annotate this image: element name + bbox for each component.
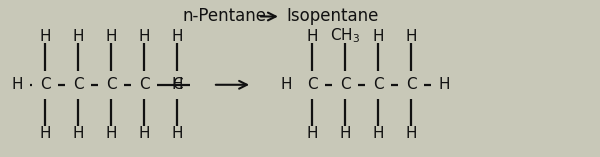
Text: H: H <box>438 77 450 92</box>
Text: H: H <box>105 126 117 141</box>
Text: C: C <box>172 77 182 92</box>
Text: H: H <box>171 29 183 44</box>
Text: CH$_3$: CH$_3$ <box>330 27 360 46</box>
Text: H: H <box>39 126 51 141</box>
Text: C: C <box>340 77 350 92</box>
Text: H: H <box>105 29 117 44</box>
Text: H: H <box>171 126 183 141</box>
Text: H: H <box>372 29 384 44</box>
Text: H: H <box>405 126 417 141</box>
Text: C: C <box>307 77 317 92</box>
Text: H: H <box>138 126 150 141</box>
Text: Isopentane: Isopentane <box>286 8 379 25</box>
Text: H: H <box>306 29 318 44</box>
Text: C: C <box>73 77 83 92</box>
Text: C: C <box>106 77 116 92</box>
Text: H: H <box>72 29 84 44</box>
Text: C: C <box>406 77 416 92</box>
Text: C: C <box>373 77 383 92</box>
Text: H: H <box>138 29 150 44</box>
Text: H: H <box>39 29 51 44</box>
Text: H: H <box>339 126 351 141</box>
Text: H: H <box>280 77 292 92</box>
Text: C: C <box>139 77 149 92</box>
Text: n-Pentane: n-Pentane <box>183 8 267 25</box>
Text: H: H <box>11 77 23 92</box>
Text: H: H <box>72 126 84 141</box>
Text: C: C <box>40 77 50 92</box>
Text: H: H <box>306 126 318 141</box>
Text: H: H <box>372 126 384 141</box>
Text: H: H <box>405 29 417 44</box>
Text: H: H <box>171 77 183 92</box>
